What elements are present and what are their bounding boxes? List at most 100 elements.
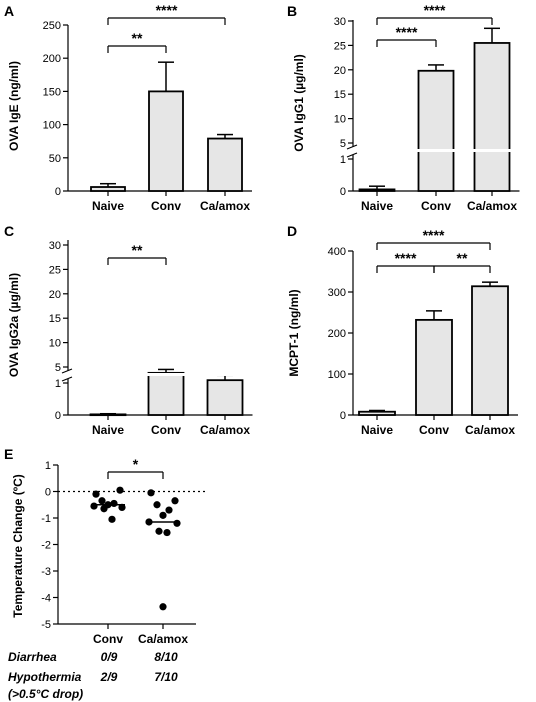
- panel-e-x-tick-label: Ca/amox: [138, 632, 188, 646]
- panel-e-data-point: [165, 506, 173, 514]
- panel-b-y-tick-label: 5: [340, 138, 346, 150]
- y-axis-title-c: OVA IgG2a (µg/ml): [7, 273, 21, 377]
- panel-a-x-tick-label: Ca/amox: [200, 199, 250, 213]
- cell-diarrhea-caamox: 8/10: [154, 650, 178, 664]
- panel-b-bar: [417, 69, 455, 192]
- panel-c-axis-break-mark: [61, 376, 73, 382]
- panel-a-bar: [207, 137, 243, 192]
- panel-d-y-tick-label: 400: [328, 246, 346, 258]
- y-axis-title-d: MCPT-1 (ng/ml): [287, 289, 301, 376]
- panel-a-y-tick-label: 100: [43, 120, 61, 132]
- panel-c-x-tick-label: Naive: [92, 423, 124, 437]
- panel-c-y-tick-label: 20: [49, 289, 61, 301]
- panel-b-axis-break-mark: [346, 152, 358, 158]
- panel-c-bar: [206, 379, 244, 416]
- panel-c-axis-break-mark: [61, 368, 73, 374]
- panel-d-x-tick-label: Conv: [419, 423, 449, 437]
- panel-e-data-point: [153, 501, 161, 509]
- outcome-table: Diarrhea 0/9 8/10 Hypothermia 2/9 7/10 (…: [8, 650, 178, 701]
- panel-label-a: A: [4, 3, 14, 19]
- panel-c-y-tick-label: 0: [55, 410, 61, 422]
- panel-c-y-tick-label: 10: [49, 338, 61, 350]
- panel-e-data-point: [90, 502, 98, 510]
- panel-b-y-tick-label: 30: [334, 16, 346, 28]
- panel-c-bar: [89, 413, 127, 417]
- panel-e: 1 0 -1 -2 -3 -4 -5 Conv Ca/amox *: [41, 456, 206, 646]
- y-axis-title-b: OVA IgG1 (µg/ml): [292, 54, 306, 152]
- panel-a-y-tick-label: 0: [55, 186, 61, 198]
- panel-c-y-tick-label: 15: [49, 313, 61, 325]
- panel-b-axis-break-mark: [346, 144, 358, 150]
- panel-d-y-tick-label: 0: [340, 410, 346, 422]
- panel-e-data-point: [173, 519, 181, 527]
- panel-c-y-tick-label: 25: [49, 264, 61, 276]
- cell-diarrhea-conv: 0/9: [101, 650, 118, 664]
- row-label-diarrhea: Diarrhea: [8, 650, 57, 664]
- panel-b-x-tick-label: Ca/amox: [467, 199, 517, 213]
- panel-a-x-tick-label: Conv: [151, 199, 181, 213]
- panel-c-bar: [147, 371, 185, 416]
- panel-a-bar: [90, 186, 126, 192]
- panel-b-x-tick-label: Conv: [421, 199, 451, 213]
- panel-c-x-tick-label: Conv: [151, 423, 181, 437]
- panel-b-axis-break-gap: [350, 147, 356, 155]
- panel-d-bar: [358, 410, 396, 416]
- panel-c-sig-label: **: [132, 242, 143, 258]
- panel-b-y-tick-label: 25: [334, 40, 346, 52]
- panel-e-sig-label: *: [133, 456, 139, 472]
- panel-d-x-tick-label: Ca/amox: [465, 423, 515, 437]
- row-label-hypothermia: Hypothermia: [8, 670, 82, 684]
- panel-e-data-point: [108, 515, 116, 523]
- panel-c-axis-break-gap: [65, 371, 71, 379]
- panel-a-y-tick-label: 50: [49, 153, 61, 165]
- panel-b-bar: [358, 188, 396, 192]
- panel-e-data-point: [171, 497, 179, 505]
- panel-b-y-tick-label: 1: [340, 154, 346, 166]
- panel-e-data-point: [147, 489, 155, 497]
- panel-c-y-tick-label: 5: [55, 362, 61, 374]
- panel-e-data-point: [155, 527, 163, 535]
- panel-d-y-tick-label: 300: [328, 287, 346, 299]
- panel-d-sig-label: ****: [395, 250, 417, 266]
- panel-b-y-tick-label: 15: [334, 89, 346, 101]
- panel-label-b: B: [287, 3, 297, 19]
- panel-e-y-tick-label: -2: [41, 540, 51, 552]
- panel-e-y-tick-label: -5: [41, 619, 51, 631]
- panel-a-bar: [148, 90, 184, 192]
- panel-e-data-point: [100, 505, 108, 513]
- panel-e-data-point: [92, 490, 100, 498]
- row-note-hypothermia: (>0.5°C drop): [8, 687, 83, 701]
- panel-b-x-tick-label: Naive: [361, 199, 393, 213]
- panel-a-sig-label: **: [132, 30, 143, 46]
- panel-b-y-tick-label: 0: [340, 186, 346, 198]
- panel-label-c: C: [4, 223, 14, 239]
- panel-e-data-point: [145, 518, 153, 526]
- cell-hypothermia-conv: 2/9: [100, 670, 118, 684]
- panel-d-y-tick-label: 200: [328, 328, 346, 340]
- panel-e-data-point: [98, 497, 106, 505]
- panel-d-sig-label: **: [457, 250, 468, 266]
- panel-d-bar: [471, 285, 509, 416]
- panel-b-bar-break-band: [365, 149, 520, 152]
- panel-e-data-point: [159, 603, 167, 611]
- panel-e-data-point: [110, 499, 118, 508]
- panel-e-data-point: [118, 503, 126, 511]
- panel-c-bar-break-band: [80, 373, 253, 376]
- panel-d-sig-label: ****: [423, 227, 445, 243]
- panel-a-y-tick-label: 150: [43, 86, 61, 98]
- cell-hypothermia-caamox: 7/10: [154, 670, 178, 684]
- panel-label-e: E: [4, 446, 13, 462]
- panel-e-y-tick-label: 0: [45, 487, 51, 499]
- panel-c-x-tick-label: Ca/amox: [200, 423, 250, 437]
- panel-b-sig-label: ****: [424, 2, 446, 18]
- panel-b-y-tick-label: 10: [334, 114, 346, 126]
- panel-b-y-tick-label: 20: [334, 65, 346, 77]
- panel-e-y-tick-label: -1: [41, 513, 51, 525]
- panel-e-data-point: [159, 511, 167, 519]
- panel-d-bar: [415, 318, 453, 416]
